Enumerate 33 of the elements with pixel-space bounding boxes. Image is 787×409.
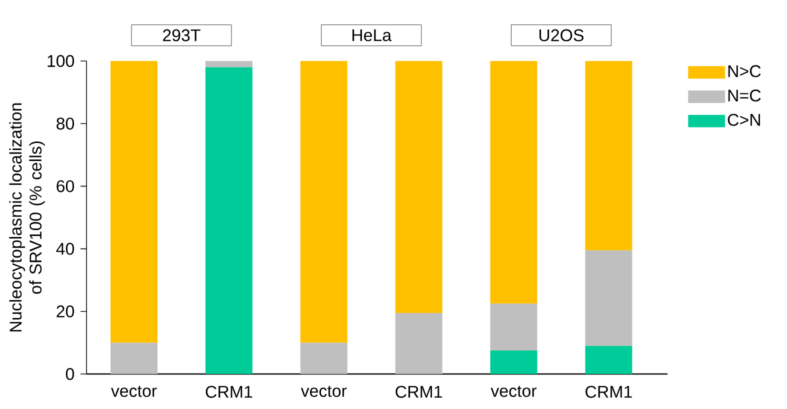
bar <box>300 60 348 343</box>
y-tick-label: 60 <box>56 180 74 192</box>
legend-label: N>C <box>728 65 761 78</box>
bar <box>585 250 632 346</box>
text: 293T <box>163 29 200 42</box>
text: HeLa <box>352 29 392 42</box>
y-axis-title: Nucleocytoplasmic localization of SRV100 (% cells) <box>9 103 45 332</box>
x-tick-label: vector <box>300 386 347 397</box>
bar <box>205 60 252 68</box>
bar <box>490 60 538 304</box>
y-tick-label: 80 <box>56 118 74 130</box>
x-tick-label: CRM1 <box>206 386 252 398</box>
bar <box>490 350 538 374</box>
x-tick-label: vector <box>111 386 157 397</box>
legend-label: N=C <box>728 90 761 102</box>
y-tick-label: 20 <box>56 305 74 318</box>
x-tick-label: CRM1 <box>396 386 442 398</box>
text: U2OS <box>539 29 584 42</box>
x-tick-label: CRM1 <box>586 386 632 398</box>
bar <box>395 60 442 313</box>
legend-label: C>N <box>728 114 760 126</box>
x-tick-label: vector <box>490 386 537 397</box>
bar <box>490 304 538 351</box>
y-tick-label: 0 <box>66 368 74 380</box>
bar <box>585 60 632 250</box>
bar <box>110 60 158 343</box>
bar <box>395 312 442 374</box>
bar <box>585 346 632 374</box>
y-tick-label: 100 <box>48 55 74 67</box>
bar <box>205 67 252 374</box>
bar <box>300 342 348 374</box>
y-tick-label: 40 <box>56 242 74 255</box>
bar <box>110 342 158 374</box>
